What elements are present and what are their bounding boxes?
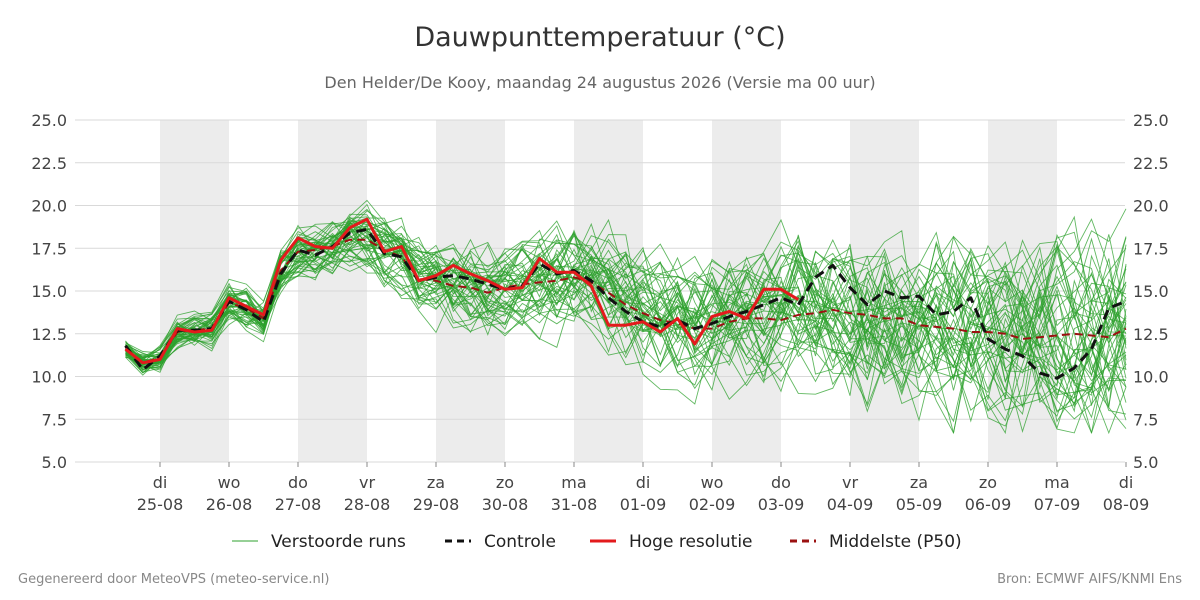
footer-source: Bron: ECMWF AIFS/KNMI Ens (997, 572, 1182, 587)
x-tick-day: do (288, 473, 308, 492)
x-tick-date: 05-09 (896, 495, 943, 514)
x-tick-day: za (910, 473, 928, 492)
series-controle (124, 227, 1127, 380)
x-axis-labels: di 25-08 wo 26-08 do 27-08 vr 28-08 za 29-08 zo 30-… (137, 462, 1150, 514)
x-tick-date: 02-09 (689, 495, 736, 514)
series-hoge-resolutie (124, 217, 800, 365)
legend-label: Middelste (P50) (829, 532, 962, 552)
y-tick-label-left: 12.5 (31, 325, 67, 344)
x-tick-date: 27-08 (275, 495, 322, 514)
ensemble-run (125, 227, 1127, 400)
x-tick-day: zo (979, 473, 997, 492)
ensemble-members (125, 199, 1127, 435)
x-tick-date: 08-09 (1103, 495, 1150, 514)
y-tick-label-left: 17.5 (31, 239, 67, 258)
y-tick-label-left: 20.0 (31, 197, 67, 216)
x-tick-date: 28-08 (344, 495, 391, 514)
x-tick-date: 01-09 (620, 495, 667, 514)
x-tick-date: 25-08 (137, 495, 184, 514)
y-tick-label-right: 17.5 (1133, 239, 1169, 258)
y-tick-label-left: 7.5 (42, 410, 67, 429)
x-tick-day: za (427, 473, 445, 492)
deterministic-series (124, 217, 1127, 380)
ensemble-run (125, 226, 1127, 434)
legend-label: Controle (484, 532, 556, 552)
chart-subtitle: Den Helder/De Kooy, maandag 24 augustus … (324, 73, 876, 92)
ensemble-run (125, 239, 1127, 386)
x-tick-day: di (1119, 473, 1134, 492)
ensemble-run (125, 241, 1127, 396)
x-tick-date: 07-09 (1034, 495, 1081, 514)
ensemble-run (125, 240, 1127, 408)
x-tick-day: ma (561, 473, 586, 492)
ensemble-run (125, 220, 1127, 413)
x-tick-day: do (771, 473, 791, 492)
x-tick-day: vr (842, 473, 858, 492)
chart-title: Dauwpunttemperatuur (°C) (414, 22, 786, 53)
y-tick-label-right: 7.5 (1133, 410, 1158, 429)
y-tick-label-right: 12.5 (1133, 325, 1169, 344)
ensemble-run (125, 236, 1127, 397)
x-tick-day: di (636, 473, 651, 492)
ensemble-run (125, 213, 1127, 413)
x-tick-day: vr (359, 473, 375, 492)
x-tick-date: 26-08 (206, 495, 253, 514)
x-tick-date: 04-09 (827, 495, 874, 514)
ensemble-run (125, 222, 1127, 434)
series-middelste-p50 (124, 238, 1127, 364)
x-tick-date: 29-08 (413, 495, 460, 514)
y-tick-label-right: 20.0 (1133, 197, 1169, 216)
legend-label: Verstoorde runs (271, 532, 406, 552)
x-tick-date: 06-09 (965, 495, 1012, 514)
legend: Verstoorde runs Controle Hoge resolutie Mid… (232, 532, 962, 552)
y-tick-label-left: 25.0 (31, 111, 67, 130)
x-tick-date: 31-08 (551, 495, 598, 514)
footer-generated-by: Gegenereerd door MeteoVPS (meteo-service… (18, 572, 330, 587)
ensemble-run (125, 235, 1127, 390)
y-tick-label-left: 15.0 (31, 282, 67, 301)
y-tick-label-left: 5.0 (42, 453, 67, 472)
y-tick-label-right: 25.0 (1133, 111, 1169, 130)
y-tick-label-right: 22.5 (1133, 154, 1169, 173)
y-axis-labels: 5.0 5.0 7.5 7.5 10.0 10.0 12.5 12.5 15.0 15.0 17.5… (31, 111, 1168, 472)
legend-label: Hoge resolutie (629, 532, 753, 552)
x-tick-day: wo (218, 473, 241, 492)
y-tick-label-right: 10.0 (1133, 368, 1169, 387)
x-tick-day: zo (496, 473, 514, 492)
x-tick-day: di (153, 473, 168, 492)
y-tick-label-left: 22.5 (31, 154, 67, 173)
x-tick-date: 03-09 (758, 495, 805, 514)
y-tick-label-right: 5.0 (1133, 453, 1158, 472)
ensemble-run (125, 217, 1127, 405)
x-tick-day: wo (701, 473, 724, 492)
y-tick-label-right: 15.0 (1133, 282, 1169, 301)
y-tick-label-left: 10.0 (31, 368, 67, 387)
x-tick-day: ma (1044, 473, 1069, 492)
x-tick-date: 30-08 (482, 495, 529, 514)
